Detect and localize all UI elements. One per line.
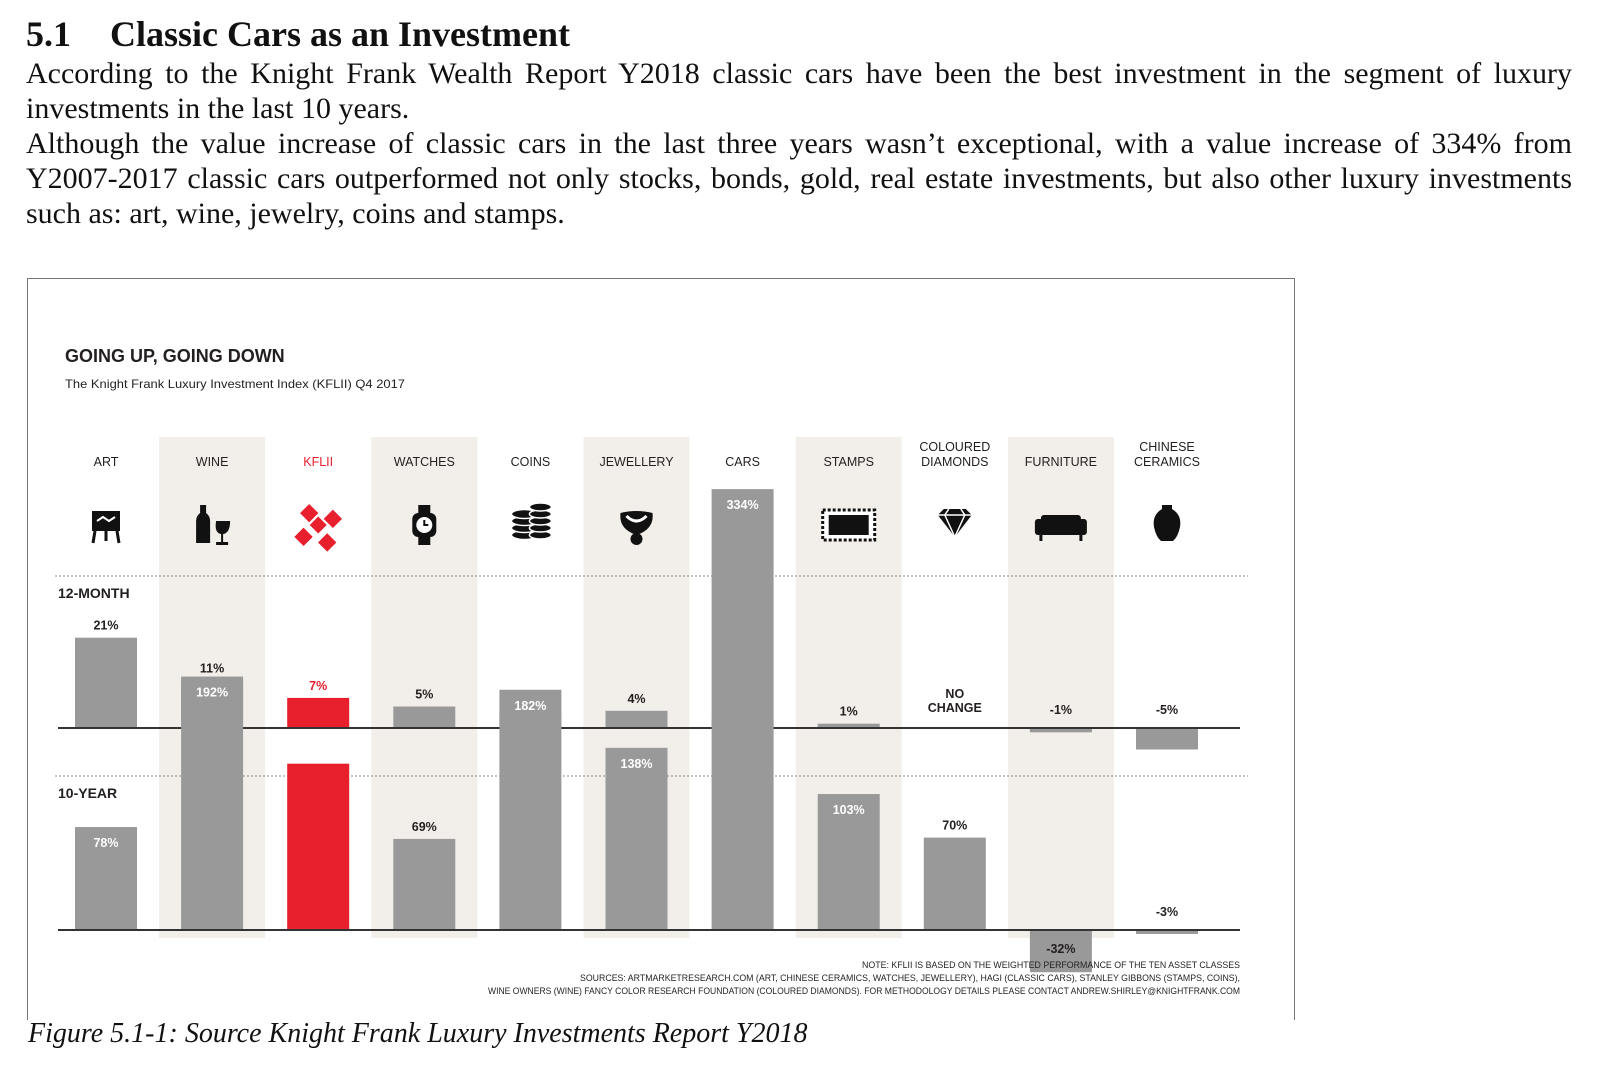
diamond-facets xyxy=(937,508,972,539)
easel-canvas xyxy=(92,511,120,531)
twelve-month-value-label: 4% xyxy=(627,692,645,706)
neck-gap xyxy=(625,514,648,523)
diamond-shape xyxy=(937,509,972,537)
twelve-month-value-label: -5% xyxy=(1156,703,1178,717)
ten-year-value-label: 182% xyxy=(514,699,546,713)
ten-year-bar xyxy=(499,689,562,930)
watch-icon xyxy=(412,505,437,545)
ten-year-bar xyxy=(1136,930,1198,934)
glass-shape xyxy=(215,521,231,545)
twelve-month-value-label: 7% xyxy=(309,679,327,693)
sofa-seat xyxy=(1040,527,1081,535)
stamp-image xyxy=(828,515,869,535)
category-label: COLOURED DIAMONDS xyxy=(919,440,990,469)
chart-note: NOTE: KFLII IS BASED ON THE WEIGHTED PER… xyxy=(862,960,1240,971)
category-label: JEWELLERY xyxy=(599,455,674,469)
logo-tile xyxy=(300,503,319,523)
category-label: WINE xyxy=(196,455,229,469)
twelve-month-value-label: 11% xyxy=(200,662,224,676)
easel-icon xyxy=(91,511,121,544)
section-heading: 5.1 Classic Cars as an Investment xyxy=(26,12,570,56)
section-number: 5.1 xyxy=(26,14,71,54)
twelve-month-value-label: -1% xyxy=(1050,703,1072,717)
wine-bottle-icon xyxy=(196,505,231,545)
logo-tile xyxy=(323,509,343,529)
ten-year-bar xyxy=(923,837,986,930)
category-label: WATCHES xyxy=(394,455,455,469)
category-label: STAMPS xyxy=(823,455,873,469)
vase-icon xyxy=(1153,505,1181,541)
diamond-icon xyxy=(937,508,972,539)
ten-year-bar xyxy=(181,676,244,930)
figure-caption: Figure 5.1-1: Source Knight Frank Luxury… xyxy=(28,1018,808,1049)
category-label: ART xyxy=(94,455,119,469)
paragraph-intro: According to the Knight Frank Wealth Rep… xyxy=(26,57,1572,125)
twelve-month-bar xyxy=(75,637,137,728)
ten-year-value-label: 103% xyxy=(833,803,865,817)
section-title: Classic Cars as an Investment xyxy=(110,14,571,54)
twelve-month-bar xyxy=(393,706,456,728)
stamp-icon xyxy=(821,508,877,542)
category-label: CARS xyxy=(725,455,760,469)
twelve-month-bar xyxy=(287,697,350,728)
watch-hands xyxy=(423,520,429,526)
ten-year-value-label: 334% xyxy=(727,498,759,512)
series-label-12-month: 12-MONTH xyxy=(58,585,130,601)
easel-legs xyxy=(91,530,121,544)
ten-year-value-label: -32% xyxy=(1046,942,1075,956)
ten-year-value-label: 70% xyxy=(942,819,967,833)
ten-year-bar xyxy=(711,489,774,930)
category-label: COINS xyxy=(511,455,551,469)
coins-icon xyxy=(510,502,553,541)
twelve-month-bar xyxy=(1029,728,1092,733)
ten-year-value-label: 126% xyxy=(302,773,334,787)
ten-year-bar xyxy=(75,827,137,930)
chart-subtitle: The Knight Frank Luxury Investment Index… xyxy=(65,377,405,391)
sofa-icon xyxy=(1034,515,1087,541)
twelve-month-value-label: 5% xyxy=(415,688,433,702)
vase-shape xyxy=(1153,505,1181,541)
ten-year-value-label: 69% xyxy=(412,820,437,834)
category-label: CHINESE CERAMICS xyxy=(1134,440,1200,469)
chart-title: GOING UP, GOING DOWN xyxy=(65,346,285,366)
category-label: FURNITURE xyxy=(1025,455,1097,469)
column-stripe xyxy=(1007,437,1114,938)
twelve-month-bar xyxy=(1136,728,1198,750)
sofa-legs xyxy=(1039,535,1083,541)
ten-year-bar xyxy=(605,747,668,930)
ten-year-value-label: 138% xyxy=(621,757,653,771)
sofa-back xyxy=(1040,515,1081,529)
series-label-10-year: 10-YEAR xyxy=(58,785,117,801)
bottle-shape xyxy=(196,505,211,543)
twelve-month-value-label: 21% xyxy=(93,619,118,633)
ten-year-bar xyxy=(1029,930,1092,973)
logo-tile xyxy=(318,533,337,552)
paragraph-performance: Although the value increase of classic c… xyxy=(26,127,1572,230)
logo-center xyxy=(309,516,327,534)
category-label: KFLII xyxy=(303,455,333,469)
ten-year-value-label: 78% xyxy=(93,836,118,850)
chart-sources: SOURCES: ARTMARKETRESEARCH.COM (ART, CHI… xyxy=(580,973,1240,984)
twelve-month-bar xyxy=(817,723,880,728)
logo-tile xyxy=(294,527,313,547)
ten-year-value-label: -3% xyxy=(1156,905,1178,919)
ten-year-bar xyxy=(287,763,350,930)
ten-year-bar xyxy=(393,838,456,930)
necklace-icon xyxy=(620,511,653,545)
twelve-month-value-label: 1% xyxy=(840,705,858,719)
easel-art xyxy=(96,515,116,523)
twelve-month-value-label: NO CHANGE xyxy=(928,687,982,715)
twelve-month-bar xyxy=(605,710,668,728)
knight-frank-logo-icon xyxy=(294,503,343,552)
pendant xyxy=(630,533,643,545)
coin-right xyxy=(528,502,553,512)
figure-frame xyxy=(27,278,1295,1020)
ten-year-bar xyxy=(817,794,880,930)
chart-sources-cont: WINE OWNERS (WINE) FANCY COLOR RESEARCH … xyxy=(488,986,1240,997)
ten-year-value-label: 192% xyxy=(196,686,228,700)
